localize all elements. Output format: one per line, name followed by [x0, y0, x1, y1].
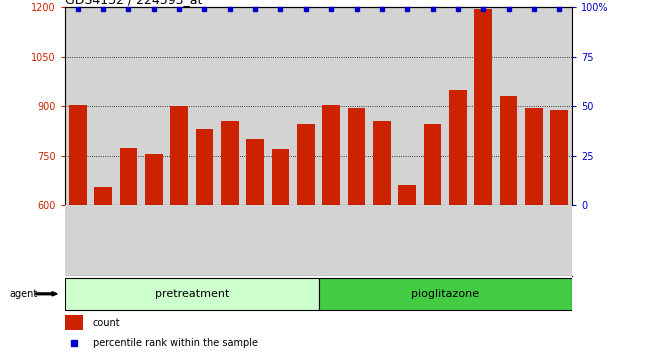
Text: pretreatment: pretreatment: [155, 289, 229, 299]
Text: pioglitazone: pioglitazone: [411, 289, 479, 299]
Bar: [145, 154, 162, 205]
Bar: [551, 109, 568, 205]
Bar: [474, 9, 492, 205]
Bar: [348, 108, 365, 205]
Text: agent: agent: [10, 289, 38, 299]
Bar: [65, 278, 318, 310]
Bar: [322, 104, 340, 205]
Text: GDS4132 / 224593_at: GDS4132 / 224593_at: [65, 0, 202, 6]
Bar: [398, 185, 416, 205]
Bar: [246, 139, 264, 205]
Text: count: count: [93, 318, 120, 328]
Bar: [297, 124, 315, 205]
Bar: [196, 129, 213, 205]
Bar: [318, 278, 572, 310]
Bar: [120, 148, 137, 205]
Bar: [373, 121, 391, 205]
Bar: [272, 149, 289, 205]
Bar: [424, 124, 441, 205]
Bar: [500, 96, 517, 205]
Text: percentile rank within the sample: percentile rank within the sample: [93, 338, 258, 348]
Bar: [449, 90, 467, 205]
Bar: [94, 187, 112, 205]
Bar: [65, 315, 83, 330]
Bar: [525, 108, 543, 205]
Bar: [69, 104, 86, 205]
Bar: [170, 106, 188, 205]
Bar: [221, 121, 239, 205]
